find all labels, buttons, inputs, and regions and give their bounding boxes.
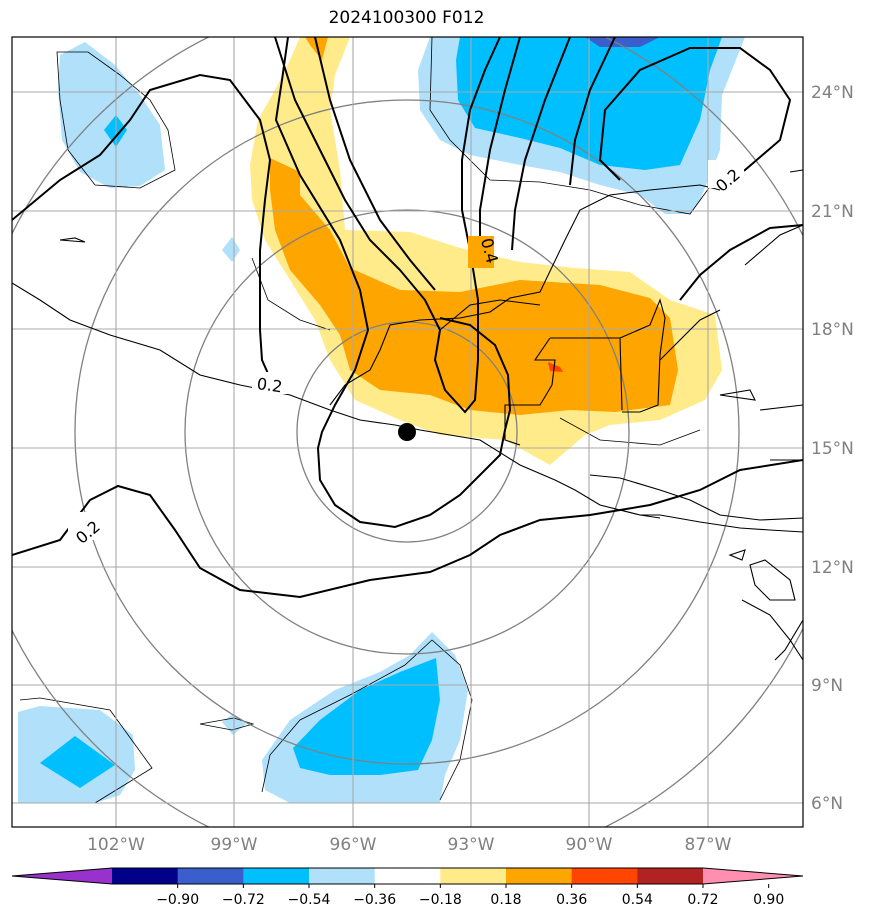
- colorbar-segment: [571, 868, 638, 884]
- map-title: 2024100300 F012: [328, 8, 485, 28]
- colorbar: −0.90 −0.72 −0.54 −0.36 −0.18 0.18 0.36 0.54 0.7…: [11, 867, 804, 908]
- orange-region: [270, 37, 678, 415]
- map-panel: 0.2 0.2 0.4 0.2: [12, 37, 803, 827]
- lon-label-87: 87°W: [685, 835, 732, 855]
- lat-label-9: 9°N: [811, 676, 843, 696]
- colorbar-segment: [177, 868, 244, 884]
- colorbar-tick-label: 0.36: [556, 892, 587, 908]
- colorbar-tick-label: −0.72: [222, 892, 265, 908]
- lat-label-24: 24°N: [811, 83, 854, 103]
- colorbar-segment: [374, 868, 441, 884]
- colorbar-segment: [637, 868, 704, 884]
- colorbar-tick-label: −0.54: [288, 892, 331, 908]
- lightblue-topleft: [58, 42, 165, 188]
- longitude-labels: 102°W 99°W 96°W 93°W 90°W 87°W: [87, 835, 732, 855]
- lon-label-102: 102°W: [87, 835, 145, 855]
- contours: [12, 37, 803, 599]
- colorbar-outline: [11, 867, 804, 885]
- colorbar-tick-label: 0.72: [687, 892, 718, 908]
- lat-label-21: 21°N: [811, 202, 854, 222]
- lat-label-18: 18°N: [811, 320, 854, 340]
- graticule: [12, 37, 803, 827]
- blue-bottom: [293, 658, 440, 775]
- positive-shading: [250, 37, 722, 465]
- colorbar-segment: [506, 868, 573, 884]
- lat-label-6: 6°N: [811, 794, 843, 814]
- lat-label-15: 15°N: [811, 439, 854, 459]
- latitude-labels: 24°N 21°N 18°N 15°N 12°N 9°N 6°N: [811, 83, 854, 814]
- colorbar-segment: [243, 868, 310, 884]
- storm-center-dot: [398, 423, 416, 441]
- colorbar-segment: [440, 868, 507, 884]
- lat-label-12: 12°N: [811, 558, 854, 578]
- lon-label-96: 96°W: [330, 835, 377, 855]
- colorbar-tick-label: −0.18: [419, 892, 462, 908]
- lon-label-90: 90°W: [566, 835, 613, 855]
- red-region: [548, 362, 563, 372]
- contour-label-0: 0.2: [256, 374, 284, 396]
- colorbar-extend-low: [12, 868, 112, 884]
- colorbar-tick-label: −0.90: [156, 892, 199, 908]
- colorbar-tick-label: −0.36: [353, 892, 396, 908]
- colorbar-segment: [309, 868, 376, 884]
- colorbar-extend-high: [703, 868, 803, 884]
- colorbar-tick-label: 0.54: [622, 892, 653, 908]
- colorbar-segment: [112, 868, 179, 884]
- range-rings: [12, 37, 803, 827]
- colorbar-tick-label: 0.18: [490, 892, 521, 908]
- blue-bottomleft: [40, 736, 115, 788]
- map-frame: [11, 36, 804, 828]
- royalblue-top: [585, 37, 660, 47]
- contour-labels: 0.2 0.2 0.4 0.2: [68, 160, 744, 548]
- lon-label-99: 99°W: [211, 835, 258, 855]
- colorbar-tick-label: 0.90: [753, 892, 784, 908]
- coastlines: [12, 169, 803, 661]
- lon-label-93: 93°W: [448, 835, 495, 855]
- lightblue-small: [222, 237, 240, 262]
